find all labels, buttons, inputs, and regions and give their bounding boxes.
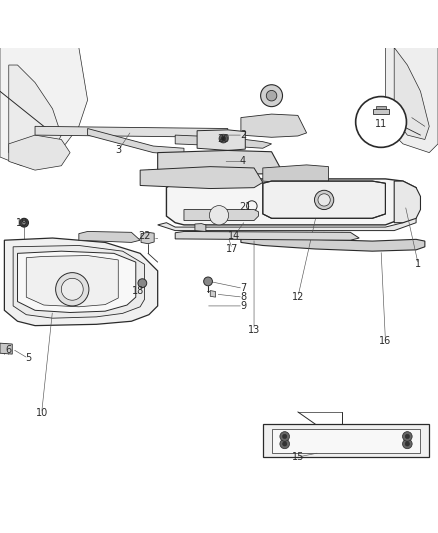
Text: 8: 8 xyxy=(240,292,246,302)
Polygon shape xyxy=(158,150,280,174)
Text: 1: 1 xyxy=(415,260,421,269)
Polygon shape xyxy=(9,65,61,161)
Text: 15: 15 xyxy=(292,452,304,462)
Circle shape xyxy=(138,279,147,287)
Polygon shape xyxy=(197,130,245,150)
Polygon shape xyxy=(373,109,389,114)
Polygon shape xyxy=(394,181,420,223)
Text: 4: 4 xyxy=(240,156,246,166)
Polygon shape xyxy=(210,290,215,297)
Polygon shape xyxy=(263,165,328,184)
Polygon shape xyxy=(13,246,145,318)
Text: 19: 19 xyxy=(16,217,28,228)
Text: 10: 10 xyxy=(35,408,48,418)
Polygon shape xyxy=(140,167,263,189)
Polygon shape xyxy=(376,106,386,109)
Polygon shape xyxy=(9,135,70,170)
Circle shape xyxy=(283,434,287,439)
Polygon shape xyxy=(0,343,12,354)
Polygon shape xyxy=(263,181,385,219)
Polygon shape xyxy=(241,235,425,251)
Text: 17: 17 xyxy=(226,244,238,254)
Circle shape xyxy=(318,194,330,206)
Circle shape xyxy=(405,442,410,446)
Circle shape xyxy=(204,277,212,286)
Circle shape xyxy=(405,434,410,439)
Circle shape xyxy=(403,439,412,449)
Polygon shape xyxy=(18,251,136,312)
Text: 13: 13 xyxy=(248,325,260,335)
Circle shape xyxy=(280,432,290,441)
Circle shape xyxy=(219,134,228,143)
Circle shape xyxy=(20,219,28,227)
Polygon shape xyxy=(88,128,184,155)
Circle shape xyxy=(283,442,287,446)
Polygon shape xyxy=(4,238,158,326)
Text: 7: 7 xyxy=(240,284,246,293)
Text: 9: 9 xyxy=(240,301,246,311)
Circle shape xyxy=(266,91,277,101)
Circle shape xyxy=(280,439,290,449)
Text: 21: 21 xyxy=(239,203,251,212)
Text: 2: 2 xyxy=(240,130,246,140)
Circle shape xyxy=(209,206,229,225)
Polygon shape xyxy=(272,429,420,453)
Polygon shape xyxy=(26,255,118,307)
Text: 11: 11 xyxy=(375,119,387,129)
Text: 16: 16 xyxy=(379,336,392,346)
Text: 12: 12 xyxy=(292,292,304,302)
Text: 22: 22 xyxy=(138,231,151,241)
Polygon shape xyxy=(166,179,416,225)
Circle shape xyxy=(56,273,89,306)
Text: 3: 3 xyxy=(115,146,121,156)
Polygon shape xyxy=(0,47,88,166)
Polygon shape xyxy=(175,231,359,240)
Polygon shape xyxy=(35,126,228,138)
Polygon shape xyxy=(195,223,206,231)
Polygon shape xyxy=(184,209,258,221)
Circle shape xyxy=(356,96,406,147)
Polygon shape xyxy=(79,231,140,243)
Circle shape xyxy=(403,432,412,441)
Text: 18: 18 xyxy=(132,286,144,296)
Polygon shape xyxy=(158,216,416,231)
Text: 5: 5 xyxy=(25,353,32,364)
Circle shape xyxy=(261,85,283,107)
Polygon shape xyxy=(175,135,272,148)
Text: 14: 14 xyxy=(228,231,240,241)
Circle shape xyxy=(221,136,226,141)
Polygon shape xyxy=(394,47,429,140)
Polygon shape xyxy=(263,424,429,457)
Polygon shape xyxy=(141,232,154,244)
Text: 20: 20 xyxy=(217,134,230,144)
Polygon shape xyxy=(385,47,438,152)
Polygon shape xyxy=(241,114,307,138)
Circle shape xyxy=(22,221,26,225)
Text: 6: 6 xyxy=(6,345,12,355)
Circle shape xyxy=(61,278,83,300)
Circle shape xyxy=(314,190,334,209)
